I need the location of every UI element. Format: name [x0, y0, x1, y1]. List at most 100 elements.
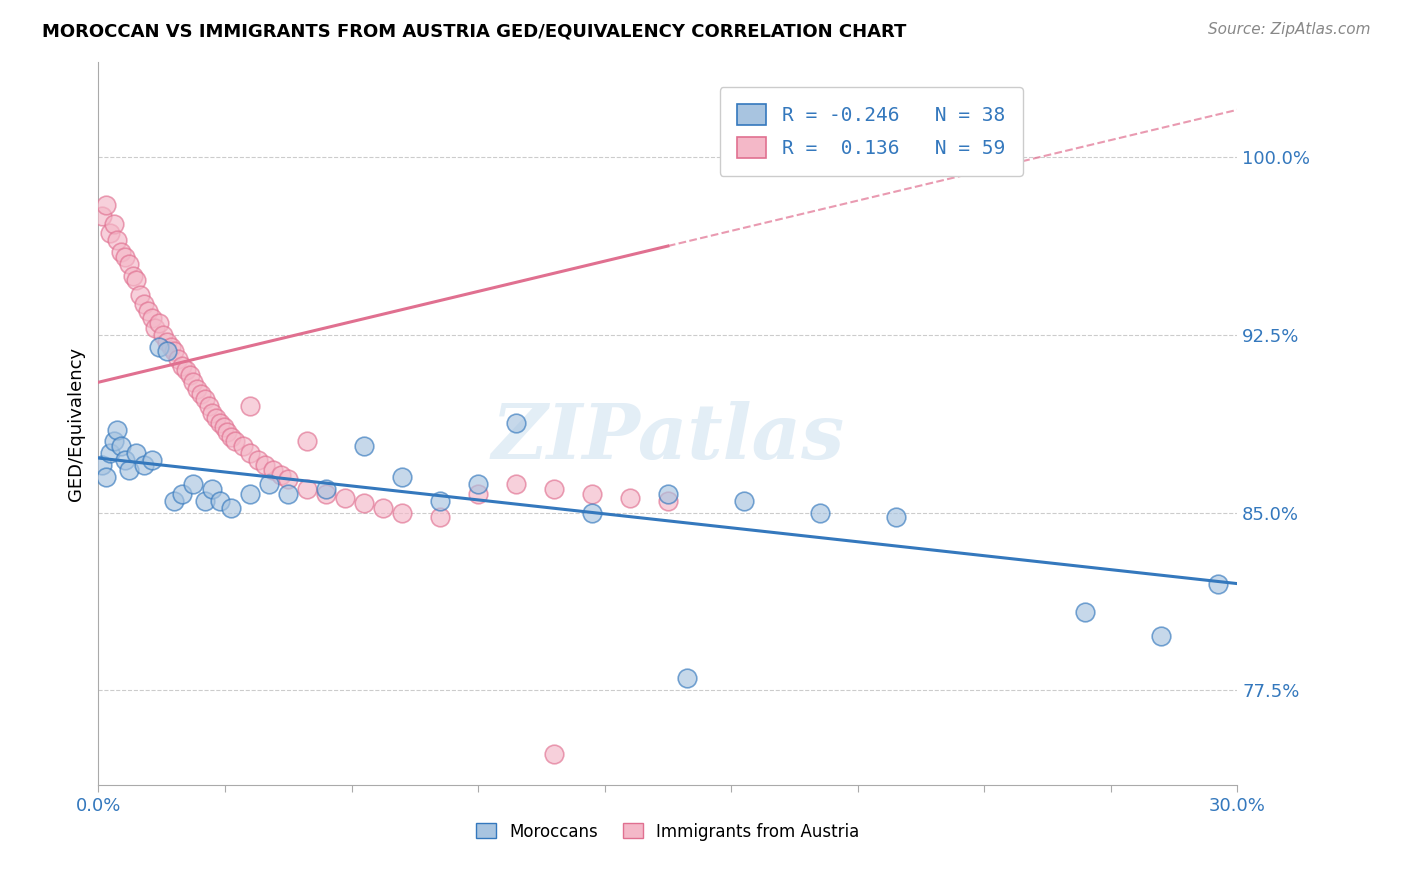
Point — [94, 470, 117, 484]
Point — [94, 197, 117, 211]
Point — [159, 340, 181, 354]
Point — [183, 376, 205, 390]
Point — [174, 363, 197, 377]
Point — [467, 486, 489, 500]
Point — [239, 486, 262, 500]
Point — [315, 486, 337, 500]
Point — [217, 425, 239, 439]
Point — [114, 250, 136, 264]
Point — [808, 506, 831, 520]
Point — [103, 217, 125, 231]
Point — [183, 477, 205, 491]
Point — [619, 491, 641, 506]
Point — [186, 382, 208, 396]
Point — [205, 410, 228, 425]
Point — [141, 311, 163, 326]
Point — [254, 458, 277, 472]
Point — [212, 420, 235, 434]
Point — [125, 273, 148, 287]
Point — [1150, 629, 1173, 643]
Point — [733, 493, 755, 508]
Point — [581, 486, 603, 500]
Point — [543, 482, 565, 496]
Point — [156, 344, 179, 359]
Text: ZIPatlas: ZIPatlas — [491, 401, 845, 475]
Point — [110, 244, 132, 259]
Point — [429, 510, 451, 524]
Point — [107, 233, 129, 247]
Point — [201, 406, 224, 420]
Point — [118, 257, 141, 271]
Point — [190, 387, 212, 401]
Point — [353, 439, 375, 453]
Point — [194, 493, 217, 508]
Point — [429, 493, 451, 508]
Point — [170, 359, 193, 373]
Point — [505, 416, 527, 430]
Point — [145, 320, 167, 334]
Point — [103, 434, 125, 449]
Point — [148, 316, 170, 330]
Point — [98, 226, 121, 240]
Point — [239, 399, 262, 413]
Point — [315, 482, 337, 496]
Point — [110, 439, 132, 453]
Point — [1074, 605, 1097, 619]
Point — [270, 467, 292, 482]
Point — [125, 446, 148, 460]
Point — [297, 434, 319, 449]
Point — [657, 486, 679, 500]
Point — [232, 439, 254, 453]
Point — [208, 416, 231, 430]
Point — [221, 430, 243, 444]
Point — [657, 493, 679, 508]
Point — [676, 671, 699, 685]
Point — [141, 453, 163, 467]
Y-axis label: GED/Equivalency: GED/Equivalency — [66, 347, 84, 500]
Point — [884, 510, 907, 524]
Point — [114, 453, 136, 467]
Point — [277, 486, 299, 500]
Point — [129, 287, 152, 301]
Point — [239, 446, 262, 460]
Point — [353, 496, 375, 510]
Point — [136, 304, 159, 318]
Point — [194, 392, 217, 406]
Point — [505, 477, 527, 491]
Point — [148, 340, 170, 354]
Point — [1208, 576, 1230, 591]
Point — [132, 297, 155, 311]
Point — [201, 482, 224, 496]
Point — [221, 500, 243, 515]
Point — [179, 368, 201, 383]
Point — [391, 506, 413, 520]
Point — [121, 268, 143, 283]
Point — [197, 399, 219, 413]
Point — [371, 500, 394, 515]
Point — [167, 351, 190, 366]
Text: MOROCCAN VS IMMIGRANTS FROM AUSTRIA GED/EQUIVALENCY CORRELATION CHART: MOROCCAN VS IMMIGRANTS FROM AUSTRIA GED/… — [42, 22, 907, 40]
Point — [132, 458, 155, 472]
Point — [118, 463, 141, 477]
Point — [277, 472, 299, 486]
Legend: Moroccans, Immigrants from Austria: Moroccans, Immigrants from Austria — [468, 814, 868, 849]
Point — [335, 491, 357, 506]
Point — [246, 453, 269, 467]
Point — [91, 458, 114, 472]
Point — [98, 446, 121, 460]
Point — [262, 463, 284, 477]
Point — [163, 493, 186, 508]
Text: Source: ZipAtlas.com: Source: ZipAtlas.com — [1208, 22, 1371, 37]
Point — [581, 506, 603, 520]
Point — [152, 327, 174, 342]
Point — [163, 344, 186, 359]
Point — [391, 470, 413, 484]
Point — [543, 747, 565, 761]
Point — [170, 486, 193, 500]
Point — [297, 482, 319, 496]
Point — [467, 477, 489, 491]
Point — [156, 334, 179, 349]
Point — [91, 210, 114, 224]
Point — [224, 434, 246, 449]
Point — [107, 423, 129, 437]
